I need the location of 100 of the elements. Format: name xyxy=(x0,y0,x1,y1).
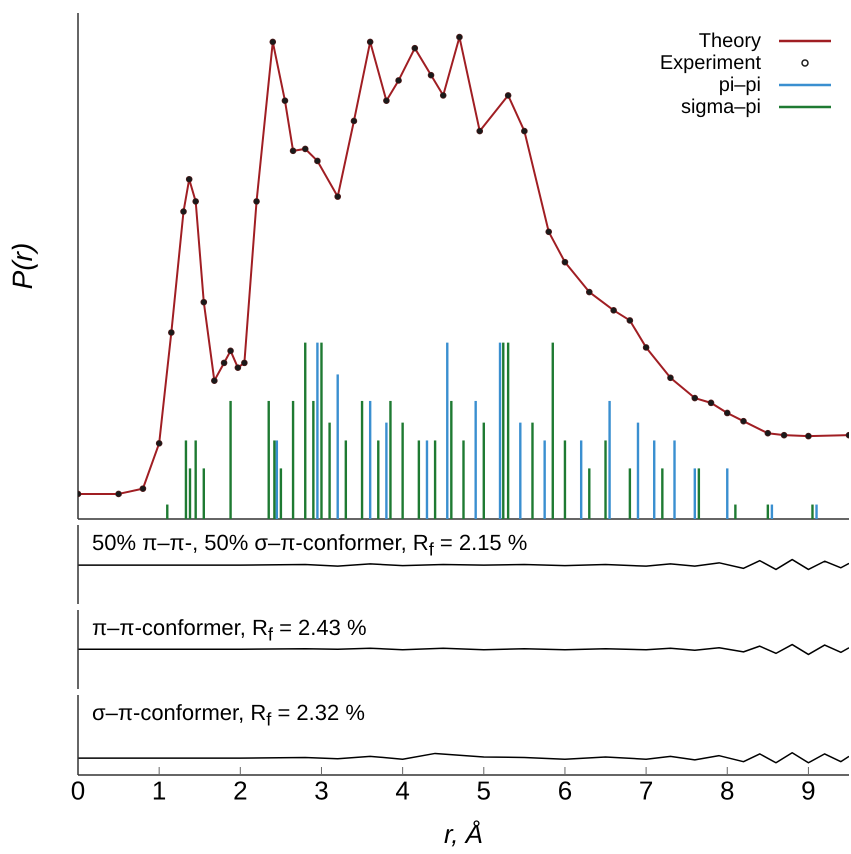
legend-label: pi–pi xyxy=(718,74,761,96)
point xyxy=(764,430,772,437)
point xyxy=(724,410,731,416)
bar xyxy=(229,400,232,519)
bar xyxy=(316,342,319,519)
bar xyxy=(202,468,205,519)
bar xyxy=(580,440,582,519)
point xyxy=(140,485,146,492)
point xyxy=(610,307,617,314)
x-tick-label: 9 xyxy=(801,775,816,806)
x-tick-label: 3 xyxy=(314,775,329,806)
bar xyxy=(726,468,728,519)
text: π–π-conformer, R$_{f}$ = 2.43 % xyxy=(92,615,367,646)
bar xyxy=(770,504,774,519)
text: 50% π–π-, 50% σ–π-conformer, R$_{f}$ = 2.15 % xyxy=(92,530,528,560)
x-tick-label: 0 xyxy=(70,775,86,806)
bar xyxy=(434,440,436,519)
point xyxy=(192,198,199,205)
bar xyxy=(506,342,510,519)
bar xyxy=(519,422,522,519)
point xyxy=(586,288,593,296)
point xyxy=(334,193,342,200)
bar xyxy=(653,440,656,519)
bar xyxy=(312,400,315,519)
x-tick-label: 7 xyxy=(638,775,654,806)
x-tick-label: 1 xyxy=(152,775,166,806)
point xyxy=(708,400,714,406)
bar xyxy=(360,400,364,519)
point xyxy=(545,228,552,236)
point xyxy=(456,34,463,40)
point xyxy=(220,360,228,366)
point xyxy=(282,97,288,104)
bar xyxy=(734,504,737,519)
point xyxy=(234,364,242,371)
bar xyxy=(385,422,388,519)
point xyxy=(366,38,374,46)
bar xyxy=(588,468,590,519)
x-tick-label: 4 xyxy=(395,775,410,806)
point xyxy=(562,258,568,266)
bar xyxy=(336,374,339,519)
point xyxy=(156,440,162,447)
bar xyxy=(450,400,453,519)
point xyxy=(168,329,175,336)
legend-label: Theory xyxy=(698,30,761,52)
bar xyxy=(268,400,270,519)
bar xyxy=(482,422,485,519)
point xyxy=(740,418,747,424)
point xyxy=(290,148,296,154)
bar xyxy=(273,440,276,519)
legend-label: sigma–pi xyxy=(680,96,761,118)
bar xyxy=(377,440,380,519)
bar xyxy=(608,400,611,519)
point xyxy=(626,317,634,324)
bar xyxy=(401,422,404,519)
legend-label: Experiment xyxy=(660,52,761,74)
x-tick-label: 6 xyxy=(558,775,572,806)
point xyxy=(780,432,788,438)
bar xyxy=(280,468,282,519)
point xyxy=(412,44,418,52)
point xyxy=(642,344,650,351)
point xyxy=(253,198,260,205)
bar xyxy=(474,400,477,519)
point xyxy=(383,97,390,104)
bar xyxy=(552,342,554,519)
bar xyxy=(344,440,348,519)
point xyxy=(805,432,812,440)
point xyxy=(211,377,218,384)
bar xyxy=(292,400,294,519)
x-tick-label: 5 xyxy=(476,775,492,806)
bar xyxy=(694,468,696,519)
bar xyxy=(446,342,448,519)
bar xyxy=(368,400,372,519)
bar xyxy=(276,440,278,519)
point xyxy=(667,374,674,382)
point xyxy=(269,38,276,46)
bar xyxy=(194,440,197,519)
point xyxy=(692,394,698,402)
point xyxy=(521,128,528,134)
bar xyxy=(543,440,546,519)
bar xyxy=(184,440,188,519)
point xyxy=(476,128,484,134)
point xyxy=(504,92,512,99)
bar xyxy=(628,468,632,519)
point xyxy=(200,298,208,306)
y-axis-title: P(r) xyxy=(6,242,38,290)
point xyxy=(302,146,309,152)
bar xyxy=(564,440,566,519)
x-tick-label: 8 xyxy=(720,775,734,806)
bar xyxy=(766,504,770,519)
point xyxy=(115,490,122,498)
bar xyxy=(418,440,420,519)
point xyxy=(314,158,321,164)
point xyxy=(227,348,234,354)
bar xyxy=(661,468,664,519)
point xyxy=(395,77,402,84)
x-tick-label: 2 xyxy=(233,775,248,806)
point xyxy=(440,92,447,99)
x-axis-title: r, Å xyxy=(444,819,484,849)
point xyxy=(186,176,192,183)
bar xyxy=(304,342,306,519)
